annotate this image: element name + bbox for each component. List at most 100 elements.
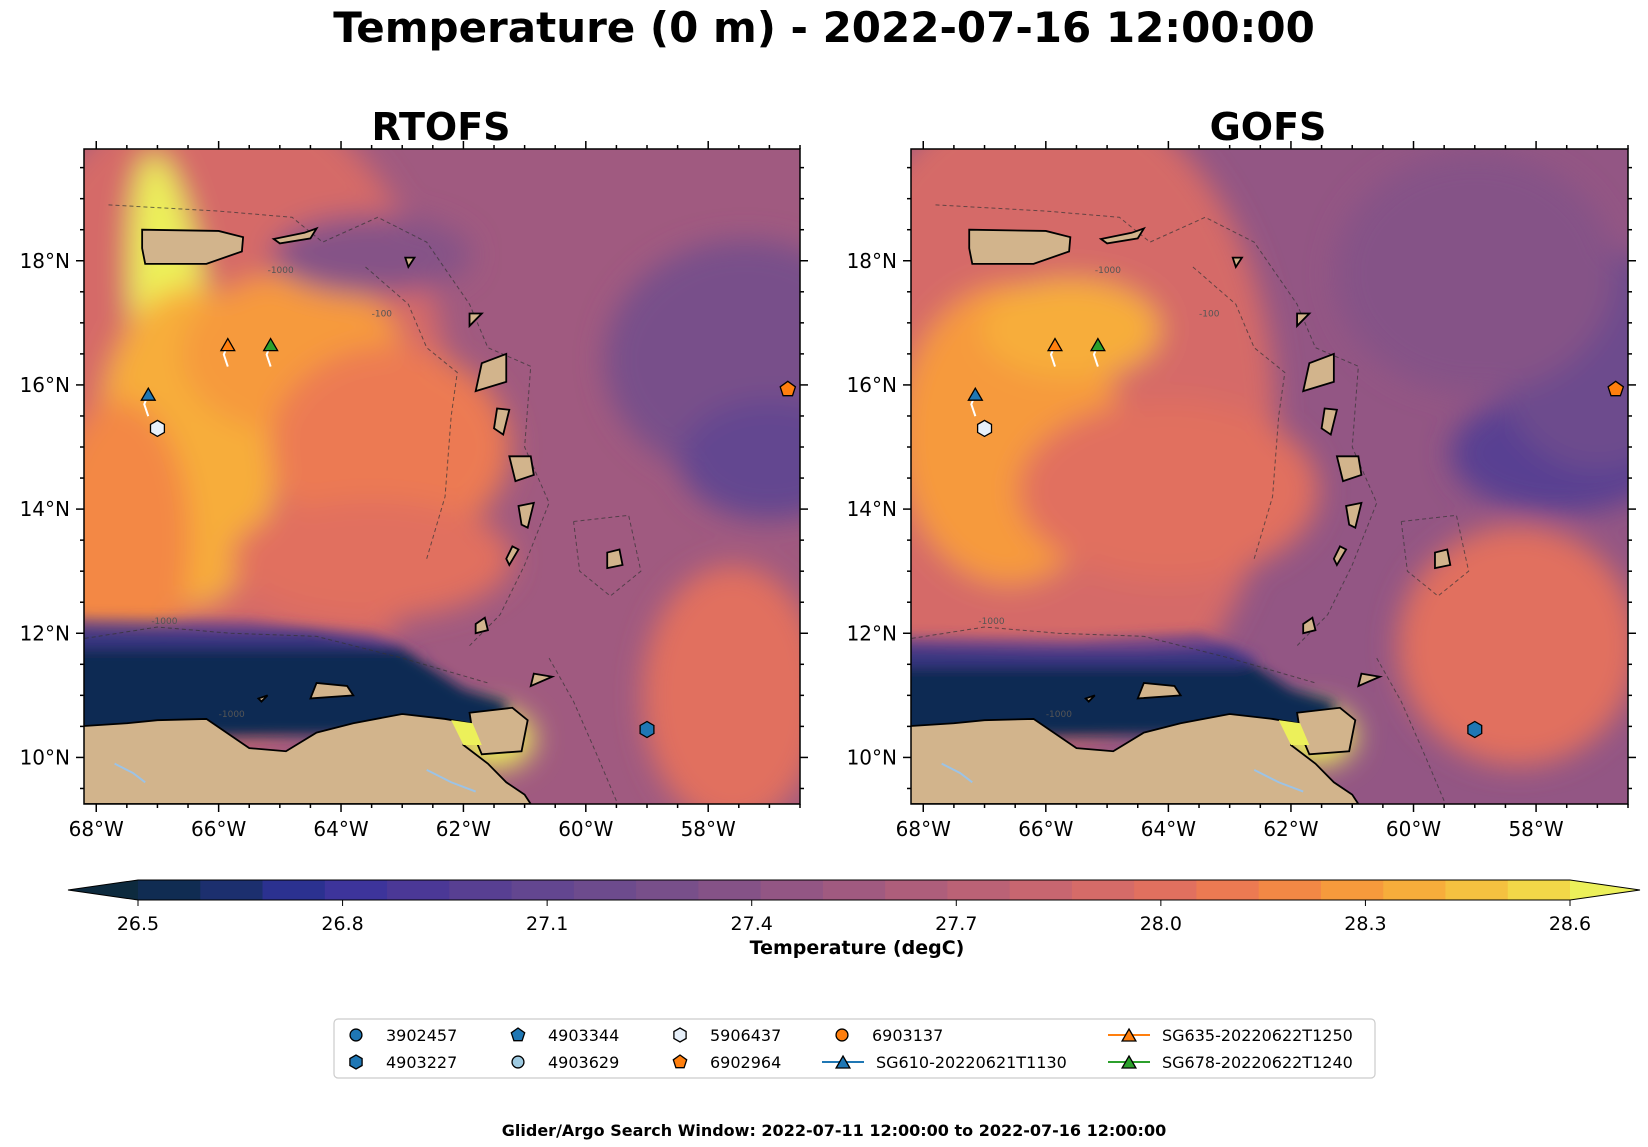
legend-marker (834, 1054, 852, 1069)
temperature-anomaly (269, 347, 510, 548)
legend-marker (349, 1028, 363, 1042)
x-tick-label: 62°W (1263, 817, 1318, 841)
obs-SG678-20220622T1240 (262, 337, 279, 352)
colorbar-segment (947, 880, 1011, 900)
y-tick-label: 18°N (20, 249, 70, 273)
legend-box (333, 1018, 1376, 1079)
contour-aves-ridge (365, 266, 458, 559)
contour-label: -1000 (1046, 710, 1072, 720)
x-tick-label: 58°W (1508, 817, 1563, 841)
puerto-rico (141, 228, 245, 265)
island (1335, 455, 1363, 483)
gulf-of-paria (451, 720, 482, 746)
legend-marker (673, 1027, 687, 1043)
obs-SG610-20220621T1130 (140, 386, 157, 401)
island (508, 455, 535, 483)
colorbar-tick-label: 26.5 (117, 913, 159, 935)
panel-gofs: GOFS -1000 -1000 -100 -1000 68°W 66°W 64°W 62°W… (847, 105, 1636, 841)
colorbar-segment (1383, 880, 1447, 900)
colorbar-segment (1009, 880, 1073, 900)
island (474, 352, 508, 393)
colorbar-segment (138, 880, 201, 900)
panel-rtofs: RTOFS -1000 -1000 -100 -1000 68°W 66°W 64°W 62°… (20, 105, 808, 841)
y-tick-label: 12°N (20, 621, 70, 645)
obs-6902964 (779, 380, 797, 397)
island (493, 407, 511, 437)
axis-ticks (903, 141, 1636, 812)
contour-east-shelf (1376, 657, 1445, 802)
observation-markers (967, 337, 1625, 739)
colorbar-extend-low (68, 880, 138, 900)
island (517, 501, 536, 530)
colorbar-tick-label: 28.3 (1344, 913, 1386, 935)
colorbar-segment (387, 880, 450, 900)
colorbar-segment (1071, 880, 1135, 900)
island (1301, 352, 1335, 393)
map-content: -1000 -1000 -100 -1000 (84, 149, 800, 804)
legend-label: 4903227 (386, 1053, 457, 1072)
x-tick-label: 68°W (896, 817, 951, 841)
river (114, 762, 146, 784)
island (1296, 312, 1312, 329)
x-tick-label: 64°W (313, 817, 368, 841)
panel-title-gofs: GOFS (1210, 105, 1327, 149)
legend-marker (835, 1028, 849, 1042)
colorbar-tick-label: 27.1 (526, 913, 568, 935)
island (1332, 545, 1348, 567)
colorbar-tick-label: 27.4 (731, 913, 773, 935)
contour-barbados (1400, 514, 1470, 597)
legend-marker (1120, 1027, 1138, 1042)
south-america (911, 713, 1360, 804)
colorbar-segment (1134, 880, 1198, 900)
land (84, 226, 624, 804)
trinidad (468, 706, 529, 756)
map-area-rtofs: -1000 -1000 -100 -1000 68°W 66°W 64°W 62°W 60°W 5… (20, 141, 808, 841)
legend-label: 3902457 (386, 1026, 457, 1045)
colorbar-segment (324, 880, 388, 900)
y-tick-label: 10°N (847, 745, 897, 769)
x-tick-label: 60°W (558, 817, 613, 841)
temperature-field (911, 149, 1628, 766)
obs-5906437 (976, 419, 993, 438)
y-tick-label: 14°N (20, 497, 70, 521)
river (941, 762, 973, 784)
river (426, 768, 477, 793)
colorbar-segment (200, 880, 264, 900)
legend-label: 5906437 (710, 1026, 781, 1045)
contour-1000 (935, 204, 1378, 647)
colorbar-segment (573, 880, 637, 900)
contour-label: -100 (372, 310, 393, 320)
cold-band (84, 630, 507, 739)
island (1136, 681, 1183, 700)
obs-5906437 (149, 419, 166, 438)
legend-label: SG635-20220622T1250 (1162, 1026, 1353, 1045)
virgin-islands (271, 226, 319, 245)
legend-label: SG678-20220622T1240 (1162, 1053, 1353, 1072)
x-tick-label: 64°W (1141, 817, 1196, 841)
island (1357, 672, 1383, 688)
contour-east-shelf (548, 657, 617, 802)
map-frame (910, 148, 1629, 805)
obs-6902964 (1607, 380, 1625, 397)
map-area-gofs: -1000 -1000 -100 -1000 68°W 66°W 64°W 62°W 60°W 5… (847, 141, 1636, 841)
axis-ticks (76, 141, 808, 812)
island (309, 681, 355, 700)
puerto-rico (968, 228, 1072, 265)
colorbar-tick-label: 28.6 (1549, 913, 1591, 935)
island (1345, 501, 1363, 530)
island (505, 545, 520, 567)
colorbar-segment (1445, 880, 1509, 900)
colorbar-segment (511, 880, 575, 900)
temperature-anomaly (271, 214, 472, 295)
colorbar-segment (449, 880, 513, 900)
colorbar-tick-label: 26.8 (321, 913, 363, 935)
island (1434, 548, 1452, 570)
island (606, 548, 624, 570)
legend-label: 4903629 (548, 1053, 619, 1072)
y-tick-label: 16°N (20, 373, 70, 397)
legend-marker (349, 1054, 363, 1070)
legend-label: SG610-20220621T1130 (876, 1053, 1067, 1072)
colorbar-tick-label: 28.0 (1140, 913, 1182, 935)
contour-label: -1000 (268, 266, 294, 276)
